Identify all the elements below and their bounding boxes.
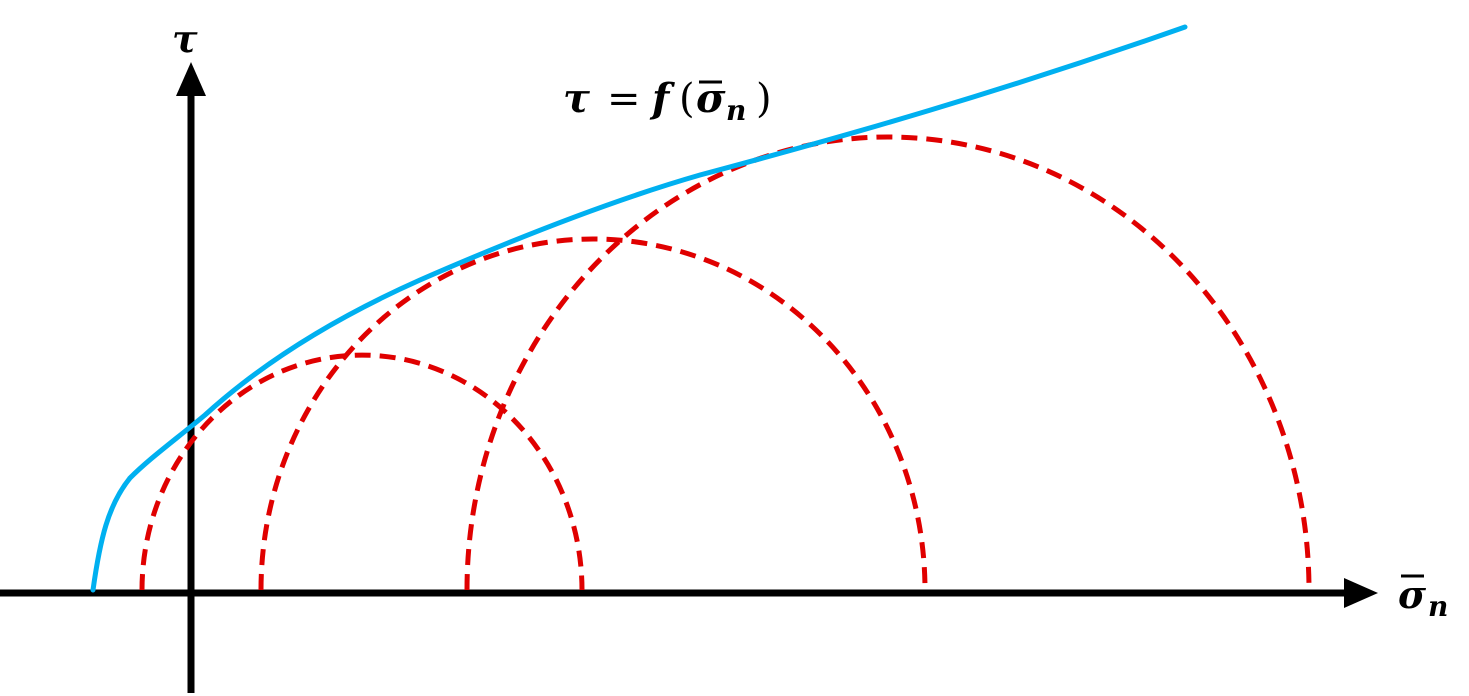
envelope-subscript: n — [726, 94, 746, 127]
envelope-close-paren: ) — [756, 76, 772, 122]
envelope-sigma: σ — [696, 75, 726, 122]
failure-envelope-curve — [90, 24, 1188, 593]
sigma-axis-subscript: n — [1428, 590, 1448, 623]
envelope-lhs: τ — [563, 75, 590, 122]
sigma-axis-label: σ n — [1398, 572, 1448, 623]
envelope-func: f — [649, 75, 675, 122]
axes — [0, 62, 1378, 693]
tau-axis-arrowhead — [176, 62, 206, 96]
envelope-equation: τ = f ( σ n ) — [563, 75, 772, 127]
mohr-circle-small — [139, 352, 585, 591]
sigma-axis-symbol: σ — [1398, 572, 1427, 617]
mohr-circle-large — [464, 134, 1312, 591]
tau-axis-label: τ — [172, 16, 198, 61]
mohr-circle-medium — [258, 236, 928, 591]
mohr-circles — [139, 134, 1312, 591]
sigma-axis-arrowhead — [1344, 578, 1378, 608]
envelope-equals: = — [607, 76, 641, 122]
envelope-open-paren: ( — [679, 76, 695, 122]
